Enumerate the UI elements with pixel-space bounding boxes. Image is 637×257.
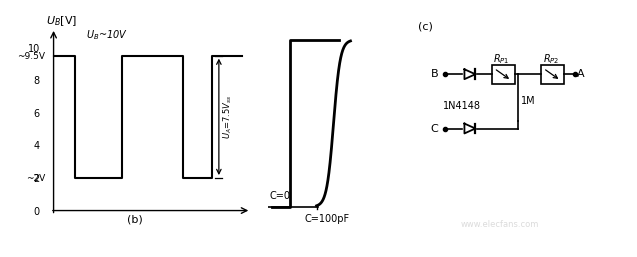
Text: C: C <box>431 124 438 133</box>
Bar <box>492 65 515 84</box>
Text: (b): (b) <box>127 214 142 224</box>
Bar <box>541 65 564 84</box>
Text: $U_B$~10V: $U_B$~10V <box>86 28 128 42</box>
Text: $U_A$=7.5$V_{ss}$: $U_A$=7.5$V_{ss}$ <box>222 95 234 139</box>
Text: C=0: C=0 <box>269 190 290 200</box>
Text: ~9.5V: ~9.5V <box>17 52 45 61</box>
Text: $R_{P2}$: $R_{P2}$ <box>543 52 559 66</box>
Text: A: A <box>576 69 584 79</box>
Text: 1N4148: 1N4148 <box>443 101 480 111</box>
Text: 1M: 1M <box>520 96 535 106</box>
Text: www.elecfans.com: www.elecfans.com <box>461 220 540 229</box>
Text: ~2V: ~2V <box>26 174 45 183</box>
Text: B: B <box>431 69 438 79</box>
Text: $R_{P1}$: $R_{P1}$ <box>493 52 510 66</box>
Text: C=100pF: C=100pF <box>305 214 350 224</box>
Text: $U_B$[V]: $U_B$[V] <box>47 14 78 28</box>
Text: (c): (c) <box>418 22 433 32</box>
